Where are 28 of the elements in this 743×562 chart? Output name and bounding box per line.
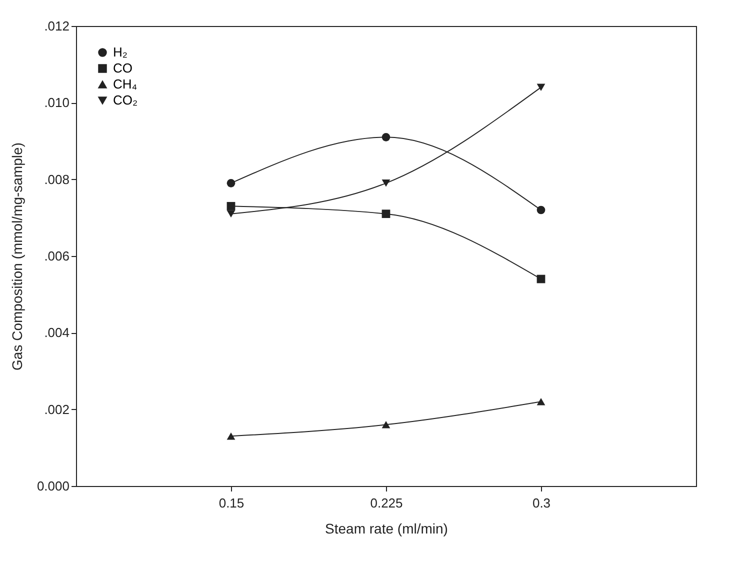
point [226, 202, 236, 210]
point [382, 421, 390, 428]
legend-label: H₂ [113, 44, 128, 60]
legend-label: CO₂ [113, 92, 138, 108]
point [226, 210, 236, 218]
y-tick-label: .006 [44, 248, 70, 264]
y-tick-label: .004 [44, 325, 70, 340]
point [536, 206, 546, 214]
y-axis-title: Gas Composition (mmol/mg-sample) [8, 142, 25, 370]
x-tick-label: 0.3 [532, 496, 551, 510]
point [226, 432, 236, 440]
legend-label: CO [113, 60, 132, 76]
point [536, 274, 546, 284]
point [382, 180, 390, 187]
y-tick-label: 0.000 [36, 478, 70, 494]
point [226, 178, 236, 188]
legend-label: CH₄ [113, 76, 138, 92]
point [382, 210, 390, 218]
point [382, 132, 390, 142]
point [536, 84, 546, 91]
x-tick-label: 0.15 [218, 496, 244, 510]
point [536, 398, 546, 406]
y-tick-label: .012 [44, 18, 70, 34]
x-axis-title: Steam rate (ml/min) [325, 520, 448, 536]
y-tick-label: .002 [44, 402, 70, 417]
y-tick-label: .008 [44, 172, 70, 187]
y-tick-label: .010 [44, 95, 70, 110]
x-tick-label: 0.225 [370, 496, 403, 510]
